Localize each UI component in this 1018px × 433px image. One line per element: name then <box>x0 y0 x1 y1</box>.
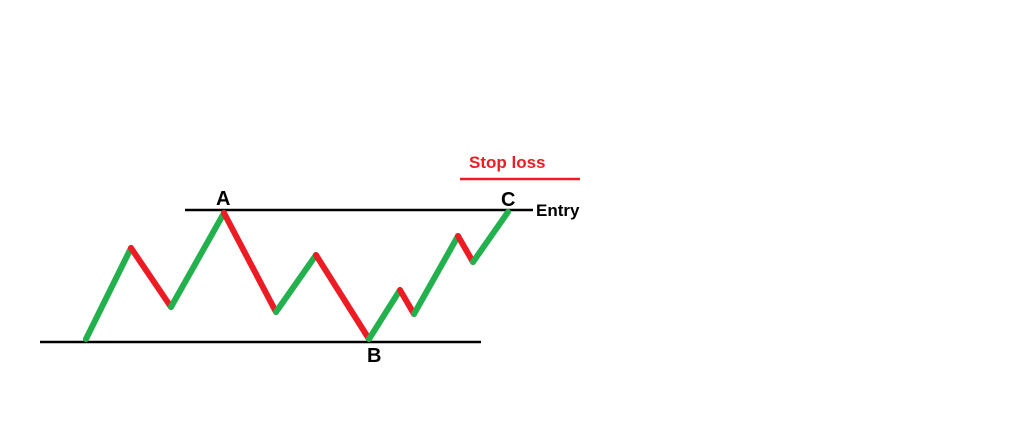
leg-down <box>455 233 476 265</box>
leg-up <box>273 252 319 315</box>
leg-up <box>83 245 134 342</box>
price-path <box>83 209 511 342</box>
point-a-label: A <box>216 188 230 210</box>
leg-down <box>313 252 372 342</box>
leg-down <box>221 210 279 315</box>
stop-loss-label: Stop loss <box>469 153 546 172</box>
point-b-label: B <box>367 345 381 367</box>
leg-up <box>470 209 511 265</box>
leg-up <box>168 210 227 310</box>
entry-label: Entry <box>536 201 580 220</box>
leg-up <box>366 287 403 342</box>
leg-down <box>397 287 417 317</box>
point-c-label: C <box>501 189 515 211</box>
leg-up <box>411 233 461 317</box>
leg-down <box>128 245 174 310</box>
